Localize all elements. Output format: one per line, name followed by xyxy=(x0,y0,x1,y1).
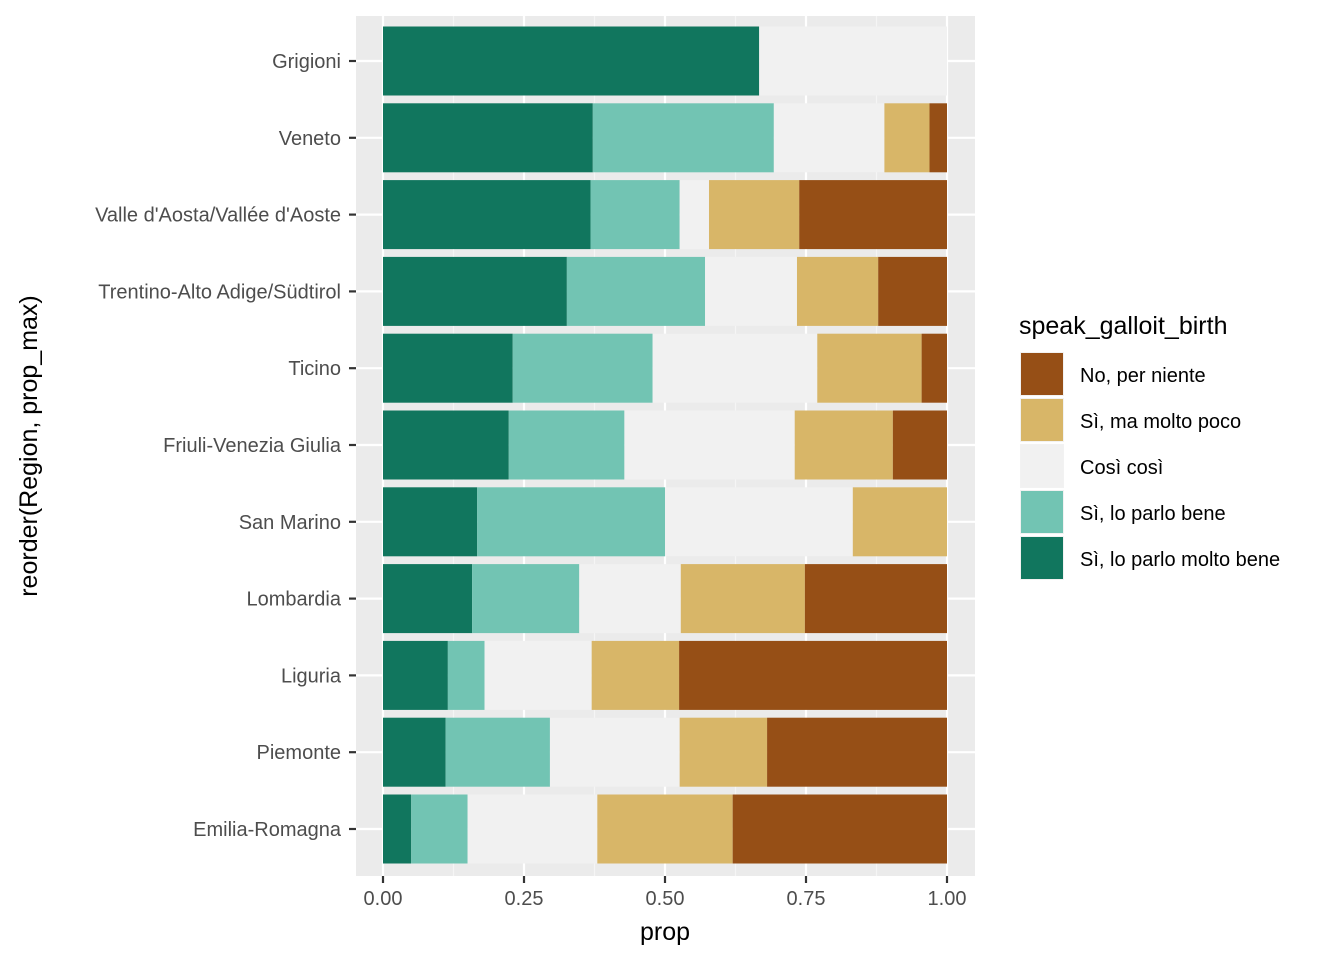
bar-segment xyxy=(566,256,706,326)
bar-segment xyxy=(579,564,681,634)
x-axis: 0.00 0.25 0.50 0.75 1.00 xyxy=(364,876,967,910)
bar-segment xyxy=(549,717,680,787)
bar-segment xyxy=(383,640,448,710)
bar-segment xyxy=(447,640,485,710)
bar-segment xyxy=(592,103,774,173)
bar-segment xyxy=(383,794,412,864)
bar-segment xyxy=(383,103,593,173)
bar-segment xyxy=(804,564,947,634)
bar-segment xyxy=(383,564,473,634)
bar-segment xyxy=(624,410,795,480)
x-tick-label: 0.00 xyxy=(364,888,403,910)
bar-segment xyxy=(767,717,947,787)
legend-swatch xyxy=(1021,491,1063,533)
bar-segment xyxy=(884,103,930,173)
bar-segment xyxy=(878,256,947,326)
legend: speak_galloit_birth No, per niente Sì, ma… xyxy=(1019,312,1280,580)
bar-segment xyxy=(732,794,947,864)
y-axis-title: reorder(Region, prop_max) xyxy=(15,295,43,597)
x-axis-title: prop xyxy=(640,918,690,946)
bar-segment xyxy=(680,564,805,634)
bar-segment xyxy=(921,333,947,403)
bar-segment xyxy=(591,640,680,710)
bar-segment xyxy=(679,180,709,250)
y-tick-label: San Marino xyxy=(239,512,341,534)
bar-segment xyxy=(679,717,768,787)
legend-swatch xyxy=(1021,537,1063,579)
bar-segment xyxy=(383,26,760,96)
bar-segment xyxy=(708,180,800,250)
bar-segment xyxy=(508,410,625,480)
y-tick-label: Trentino-Alto Adige/Südtirol xyxy=(98,281,341,303)
bar-segment xyxy=(794,410,893,480)
legend-label: Sì, lo parlo molto bene xyxy=(1080,549,1280,571)
y-tick-label: Liguria xyxy=(281,665,342,687)
y-tick-label: Emilia-Romagna xyxy=(193,819,342,841)
x-tick-label: 0.25 xyxy=(505,888,544,910)
legend-label: Così così xyxy=(1080,457,1163,479)
bar-segment xyxy=(467,794,598,864)
x-tick-label: 0.75 xyxy=(787,888,826,910)
bar-segment xyxy=(597,794,733,864)
bar-segment xyxy=(445,717,550,787)
legend-swatch xyxy=(1021,353,1063,395)
bar-segment xyxy=(383,410,509,480)
legend-title: speak_galloit_birth xyxy=(1019,312,1227,340)
bar-segment xyxy=(652,333,818,403)
bar-segment xyxy=(477,487,665,557)
y-tick-label: Veneto xyxy=(279,128,341,150)
y-tick-label: Grigioni xyxy=(272,51,341,73)
bar-segment xyxy=(383,256,567,326)
y-tick-label: Piemonte xyxy=(257,742,342,764)
bars xyxy=(383,26,947,864)
bar-segment xyxy=(665,487,853,557)
legend-swatch xyxy=(1021,445,1063,487)
legend-label: Sì, ma molto poco xyxy=(1080,411,1241,433)
y-tick-label: Valle d'Aosta/Vallée d'Aoste xyxy=(95,205,341,227)
y-tick-label: Lombardia xyxy=(246,589,341,611)
bar-segment xyxy=(679,640,947,710)
y-tick-label: Ticino xyxy=(288,358,341,380)
bar-segment xyxy=(796,256,879,326)
legend-label: No, per niente xyxy=(1080,365,1206,387)
y-tick-label: Friuli-Venezia Giulia xyxy=(163,435,342,457)
bar-segment xyxy=(852,487,947,557)
bar-segment xyxy=(705,256,797,326)
bar-segment xyxy=(383,487,478,557)
x-tick-label: 0.50 xyxy=(646,888,685,910)
bar-segment xyxy=(929,103,947,173)
bar-segment xyxy=(411,794,468,864)
bar-segment xyxy=(512,333,653,403)
bar-segment xyxy=(590,180,680,250)
bar-segment xyxy=(799,180,947,250)
bar-segment xyxy=(484,640,592,710)
bar-segment xyxy=(773,103,885,173)
bar-segment xyxy=(383,717,446,787)
legend-swatch xyxy=(1021,399,1063,441)
legend-label: Sì, lo parlo bene xyxy=(1080,503,1226,525)
bar-segment xyxy=(892,410,947,480)
bar-segment xyxy=(383,180,591,250)
bar-segment xyxy=(817,333,922,403)
x-tick-label: 1.00 xyxy=(928,888,967,910)
y-axis: Grigioni Veneto Valle d'Aosta/Vallée d'Aos… xyxy=(95,51,356,841)
bar-segment xyxy=(759,26,947,96)
bar-segment xyxy=(472,564,580,634)
bar-segment xyxy=(383,333,513,403)
